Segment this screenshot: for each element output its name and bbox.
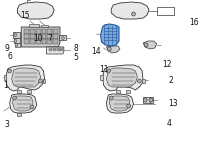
Circle shape bbox=[137, 79, 141, 83]
Polygon shape bbox=[41, 25, 48, 27]
Bar bbox=[49, 47, 52, 49]
Text: 4: 4 bbox=[166, 119, 171, 128]
Bar bbox=[30, 34, 35, 39]
Text: 7: 7 bbox=[47, 34, 52, 43]
Circle shape bbox=[106, 69, 110, 73]
Bar bbox=[42, 34, 46, 39]
Circle shape bbox=[127, 104, 131, 108]
Polygon shape bbox=[126, 90, 130, 93]
Polygon shape bbox=[109, 96, 130, 111]
Bar bbox=[57, 47, 60, 49]
Bar bbox=[49, 49, 52, 51]
Polygon shape bbox=[14, 38, 20, 43]
Bar bbox=[53, 29, 58, 34]
Circle shape bbox=[149, 98, 153, 102]
Polygon shape bbox=[59, 35, 66, 40]
Polygon shape bbox=[10, 94, 37, 113]
Text: 12: 12 bbox=[163, 60, 172, 69]
Bar bbox=[60, 47, 63, 49]
Text: 15: 15 bbox=[20, 11, 30, 20]
Circle shape bbox=[8, 69, 12, 73]
Polygon shape bbox=[116, 90, 120, 93]
Circle shape bbox=[30, 105, 34, 109]
Circle shape bbox=[132, 12, 135, 16]
Polygon shape bbox=[46, 47, 64, 54]
Polygon shape bbox=[150, 97, 153, 103]
Polygon shape bbox=[17, 113, 21, 116]
Polygon shape bbox=[142, 79, 145, 83]
Polygon shape bbox=[4, 75, 6, 80]
Bar bbox=[36, 34, 41, 39]
Bar bbox=[24, 39, 29, 44]
Circle shape bbox=[143, 98, 147, 102]
Circle shape bbox=[14, 34, 17, 36]
Text: 1: 1 bbox=[3, 81, 8, 91]
Polygon shape bbox=[106, 46, 120, 53]
Polygon shape bbox=[43, 79, 45, 83]
Polygon shape bbox=[17, 90, 21, 93]
Circle shape bbox=[39, 79, 43, 83]
Polygon shape bbox=[15, 43, 20, 47]
Bar bbox=[157, 7, 174, 15]
Circle shape bbox=[13, 96, 16, 100]
Text: 9: 9 bbox=[5, 44, 10, 53]
Polygon shape bbox=[12, 68, 41, 87]
Polygon shape bbox=[6, 65, 44, 91]
Circle shape bbox=[107, 47, 111, 51]
Text: 3: 3 bbox=[4, 120, 9, 129]
Polygon shape bbox=[29, 24, 39, 27]
Bar bbox=[53, 49, 56, 51]
Polygon shape bbox=[13, 96, 33, 111]
Polygon shape bbox=[101, 24, 119, 46]
Bar bbox=[30, 29, 35, 34]
Polygon shape bbox=[106, 68, 137, 87]
Bar bbox=[53, 34, 58, 39]
Polygon shape bbox=[17, 2, 54, 19]
Bar bbox=[24, 34, 29, 39]
Text: 6: 6 bbox=[8, 52, 13, 61]
Text: 5: 5 bbox=[74, 53, 78, 62]
Circle shape bbox=[14, 40, 17, 42]
Text: 10: 10 bbox=[33, 34, 43, 44]
Circle shape bbox=[109, 96, 113, 100]
Polygon shape bbox=[100, 75, 103, 80]
Polygon shape bbox=[106, 94, 133, 113]
Circle shape bbox=[144, 43, 148, 47]
Text: 16: 16 bbox=[190, 17, 199, 27]
Text: 2: 2 bbox=[168, 76, 173, 85]
Bar bbox=[42, 29, 46, 34]
Polygon shape bbox=[143, 97, 150, 103]
Bar bbox=[53, 39, 58, 44]
Bar bbox=[60, 49, 63, 51]
Bar bbox=[53, 47, 56, 49]
Text: 13: 13 bbox=[168, 99, 178, 108]
Bar bbox=[42, 39, 46, 44]
Bar bbox=[36, 29, 41, 34]
Bar bbox=[47, 34, 52, 39]
Polygon shape bbox=[143, 41, 157, 49]
Polygon shape bbox=[111, 2, 149, 19]
Bar bbox=[47, 29, 52, 34]
Circle shape bbox=[15, 44, 18, 46]
Circle shape bbox=[61, 36, 64, 40]
Polygon shape bbox=[27, 90, 31, 93]
Polygon shape bbox=[103, 65, 143, 91]
Polygon shape bbox=[13, 32, 20, 38]
Bar bbox=[57, 49, 60, 51]
Text: 14: 14 bbox=[91, 47, 101, 56]
Text: 11: 11 bbox=[99, 65, 108, 74]
Polygon shape bbox=[21, 27, 60, 47]
Bar bbox=[36, 39, 41, 44]
Bar bbox=[24, 29, 29, 34]
Bar bbox=[30, 39, 35, 44]
Text: 8: 8 bbox=[74, 44, 78, 53]
Bar bbox=[47, 39, 52, 44]
